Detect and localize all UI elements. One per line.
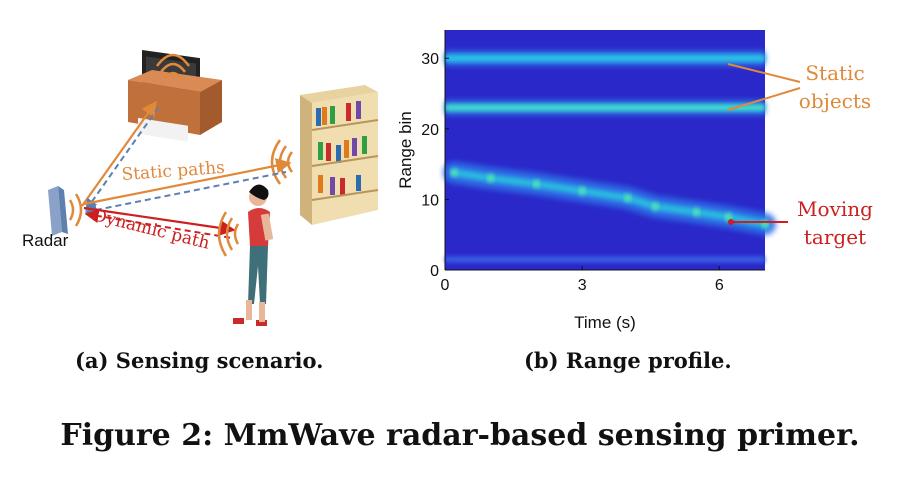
x-tick-label: 6 xyxy=(715,277,724,294)
y-tick-label: 0 xyxy=(430,263,439,280)
radar-label: Radar xyxy=(22,231,69,250)
moving-target-point xyxy=(623,194,632,202)
subcaption-a: (a) Sensing scenario. xyxy=(75,348,324,373)
static-paths-label: Static paths xyxy=(121,158,225,185)
moving-target-point xyxy=(692,208,701,217)
subcaption-b: (b) Range profile. xyxy=(524,348,732,373)
bookshelf-icon xyxy=(300,85,379,225)
moving-target-point xyxy=(578,186,587,195)
radar-device-icon xyxy=(48,186,68,236)
moving-annotation-line1: Moving xyxy=(797,197,873,221)
static-path-to-tv xyxy=(81,100,159,211)
moving-target-point xyxy=(450,168,459,177)
dynamic-path-to-person xyxy=(83,206,236,239)
static-path-to-bookshelf xyxy=(83,158,292,216)
person-icon xyxy=(233,184,274,326)
y-axis-label: Range bin xyxy=(396,111,415,189)
x-axis-label: Time (s) xyxy=(574,313,636,332)
radar-waves-icon xyxy=(68,193,83,227)
x-tick-label: 3 xyxy=(578,277,587,294)
person-reflection-waves-icon xyxy=(217,211,240,257)
static-objects-annotation: Static objects xyxy=(727,61,871,113)
dynamic-path-label: Dynamic path xyxy=(91,205,212,253)
moving-annotation-line2: target xyxy=(804,225,866,249)
y-tick-label: 30 xyxy=(421,51,439,68)
heatmap-background xyxy=(445,30,765,270)
tv-stand-icon xyxy=(128,70,222,142)
moving-target-point xyxy=(651,202,660,211)
figure-caption: Figure 2: MmWave radar-based sensing pri… xyxy=(60,418,860,453)
range-profile-chart: 0 3 6 0 10 20 30 Time (s) Range bin Static obj… xyxy=(396,30,873,332)
bookshelf-reflection-waves-icon xyxy=(270,139,294,185)
tv-reflection-waves-icon xyxy=(155,53,191,79)
x-tick-label: 0 xyxy=(441,277,450,294)
static-object-band xyxy=(445,104,765,111)
y-tick-label: 10 xyxy=(421,192,439,209)
static-annotation-line1: Static xyxy=(805,61,864,85)
noise-band xyxy=(445,256,765,263)
static-object-band xyxy=(445,55,765,62)
moving-target-point xyxy=(486,174,495,183)
moving-target-annotation: Moving target xyxy=(728,197,873,249)
sensing-scenario-diagram: Radar Static paths Dynamic path xyxy=(22,49,379,326)
y-tick-label: 20 xyxy=(421,122,439,139)
static-annotation-line2: objects xyxy=(799,89,871,113)
moving-target-point xyxy=(532,179,541,188)
